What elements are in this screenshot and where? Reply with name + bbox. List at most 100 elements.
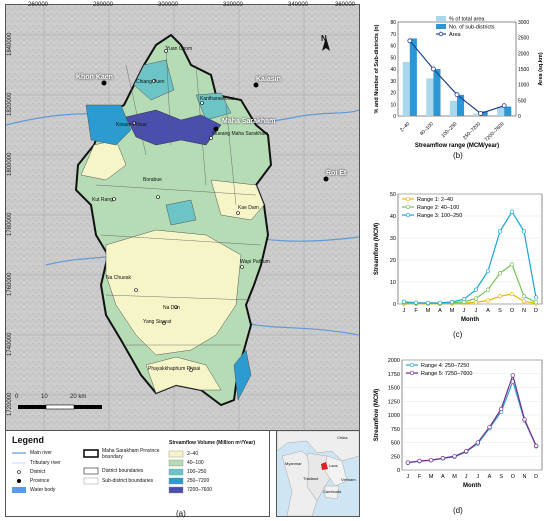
y-tick-label: 30 [390,236,396,242]
series-point [509,291,515,297]
y-tick-label: 50 [390,55,396,61]
series-point [425,300,431,306]
y-axis-label: Streamflow (MCM) [374,223,380,275]
legend-tributary-river: Tributary river [30,460,61,466]
x-tick-label: F [414,308,418,314]
bar [497,106,505,116]
series-point [521,299,527,304]
y-tick-label: 50 [390,192,396,198]
legend-label: Range 3: 100–250 [417,213,462,219]
inset-china: China [337,435,348,440]
legend-label: Range 1: 2–40 [417,197,453,203]
series-point [464,449,469,454]
x-tick-label: J [476,474,479,480]
series-point [429,457,434,463]
series-point [533,295,539,300]
bar [409,38,417,117]
series-point [473,300,479,305]
place-kut-rang: Kut Rang [92,197,113,203]
series-point [510,373,515,378]
inset-svg [276,430,360,517]
series-point [401,299,407,304]
bar [402,61,410,116]
area-point [454,92,460,98]
x-axis-label: Month [463,483,481,489]
x-tick-label: N [523,474,527,480]
y-tick-label: 250 [391,454,400,460]
series-line [407,373,537,464]
x-tick-label: 40–100 [419,121,435,137]
legend-district: District [30,469,46,475]
inset-myanmar: Myanmar [285,461,302,466]
y2-tick-label: 1500 [518,67,529,73]
place-na-chueak: Na Chueak [106,275,132,281]
inset-thailand: Thailand [303,476,319,481]
map-y-tick: 1760000 [7,272,13,296]
map-y-tick: 1740000 [7,332,13,356]
x-tick-label: J [475,308,478,314]
place-kalasin: Kalasin [256,76,281,83]
legend-label: Area [449,32,462,38]
series-point [473,296,479,301]
map-y-tick: 1840000 [7,32,13,56]
legend-marker [409,362,415,368]
legend-label: % of total area [449,17,485,23]
x-tick-label: A [488,474,492,480]
legend-class-label: 40–100 [187,460,204,466]
y2-tick-label: 2000 [518,51,529,57]
north-label: N [321,34,327,43]
series-point [499,406,504,412]
legend-district-boundaries: District boundaries [102,468,144,474]
y2-tick-label: 2500 [518,36,529,42]
chart-d: 0 250 500 750 1000 1250 1500 1750 2000 J F M A M J J A S O… [374,358,543,489]
x-tick-label: J [465,474,468,480]
y-tick-label: 1500 [388,386,400,392]
map-y-tick: 1780000 [7,212,13,236]
x-axis-label: Month [461,317,479,323]
place-na-dun: Na Dun [163,305,180,311]
legend-class-label: 250–7200 [187,478,210,484]
series-point [533,300,539,305]
y-axis-label: Streamflow (MCM) [374,389,380,441]
legend-marker [438,31,444,37]
y-tick-label: 40 [390,214,396,220]
series-point [509,262,515,267]
legend-marker [405,212,411,218]
map-x-tick: 280000 [93,2,114,8]
district-markers [112,49,244,372]
y2-axis-label: Area (sq.km) [538,52,544,85]
series-point [521,229,527,234]
map-panel [5,4,360,431]
y-tick-label: 500 [391,441,400,447]
place-chiang-yuen: Chiang Yuen [136,79,165,85]
series-line [407,379,537,464]
y-tick-label: 20 [390,91,396,97]
series-point [487,424,492,430]
place-phayakkhaphum-phisai: Phayakkhaphum Phisai [148,366,201,372]
inset-laos: Laos [329,463,338,468]
x-tick-label: D [534,474,538,480]
x-tick-label: O [511,474,516,480]
x-tick-label: J [403,308,406,314]
y-tick-label: 2000 [388,358,400,364]
map-x-tick: 260000 [28,2,49,8]
map-x-tick: 320000 [223,2,244,8]
legend-marker [409,370,415,376]
scale-label-10: 10 [41,394,48,400]
bar [480,111,488,116]
legend-class-label: 100–250 [187,469,207,475]
series-point [473,287,479,292]
y2-tick-label: 0 [518,114,521,120]
y-tick-label: 10 [390,280,396,286]
place-yang-sisurat: Yang Sisurat [143,319,172,325]
scale-bar [18,404,102,410]
y2-tick-label: 3000 [518,20,529,26]
y2-tick-label: 1000 [518,83,529,89]
legend-class-label: 7200–7600 [187,487,213,493]
x-tick-label: A [438,308,442,314]
scale-label-0: 0 [15,394,19,400]
legend-streamflow-title: Streamflow Volume (Million m³/Year) [169,440,256,446]
place-wapi-pathum: Wapi Pathum [240,259,270,265]
bar [433,69,441,116]
legend-class-label: 2–40 [187,451,199,457]
